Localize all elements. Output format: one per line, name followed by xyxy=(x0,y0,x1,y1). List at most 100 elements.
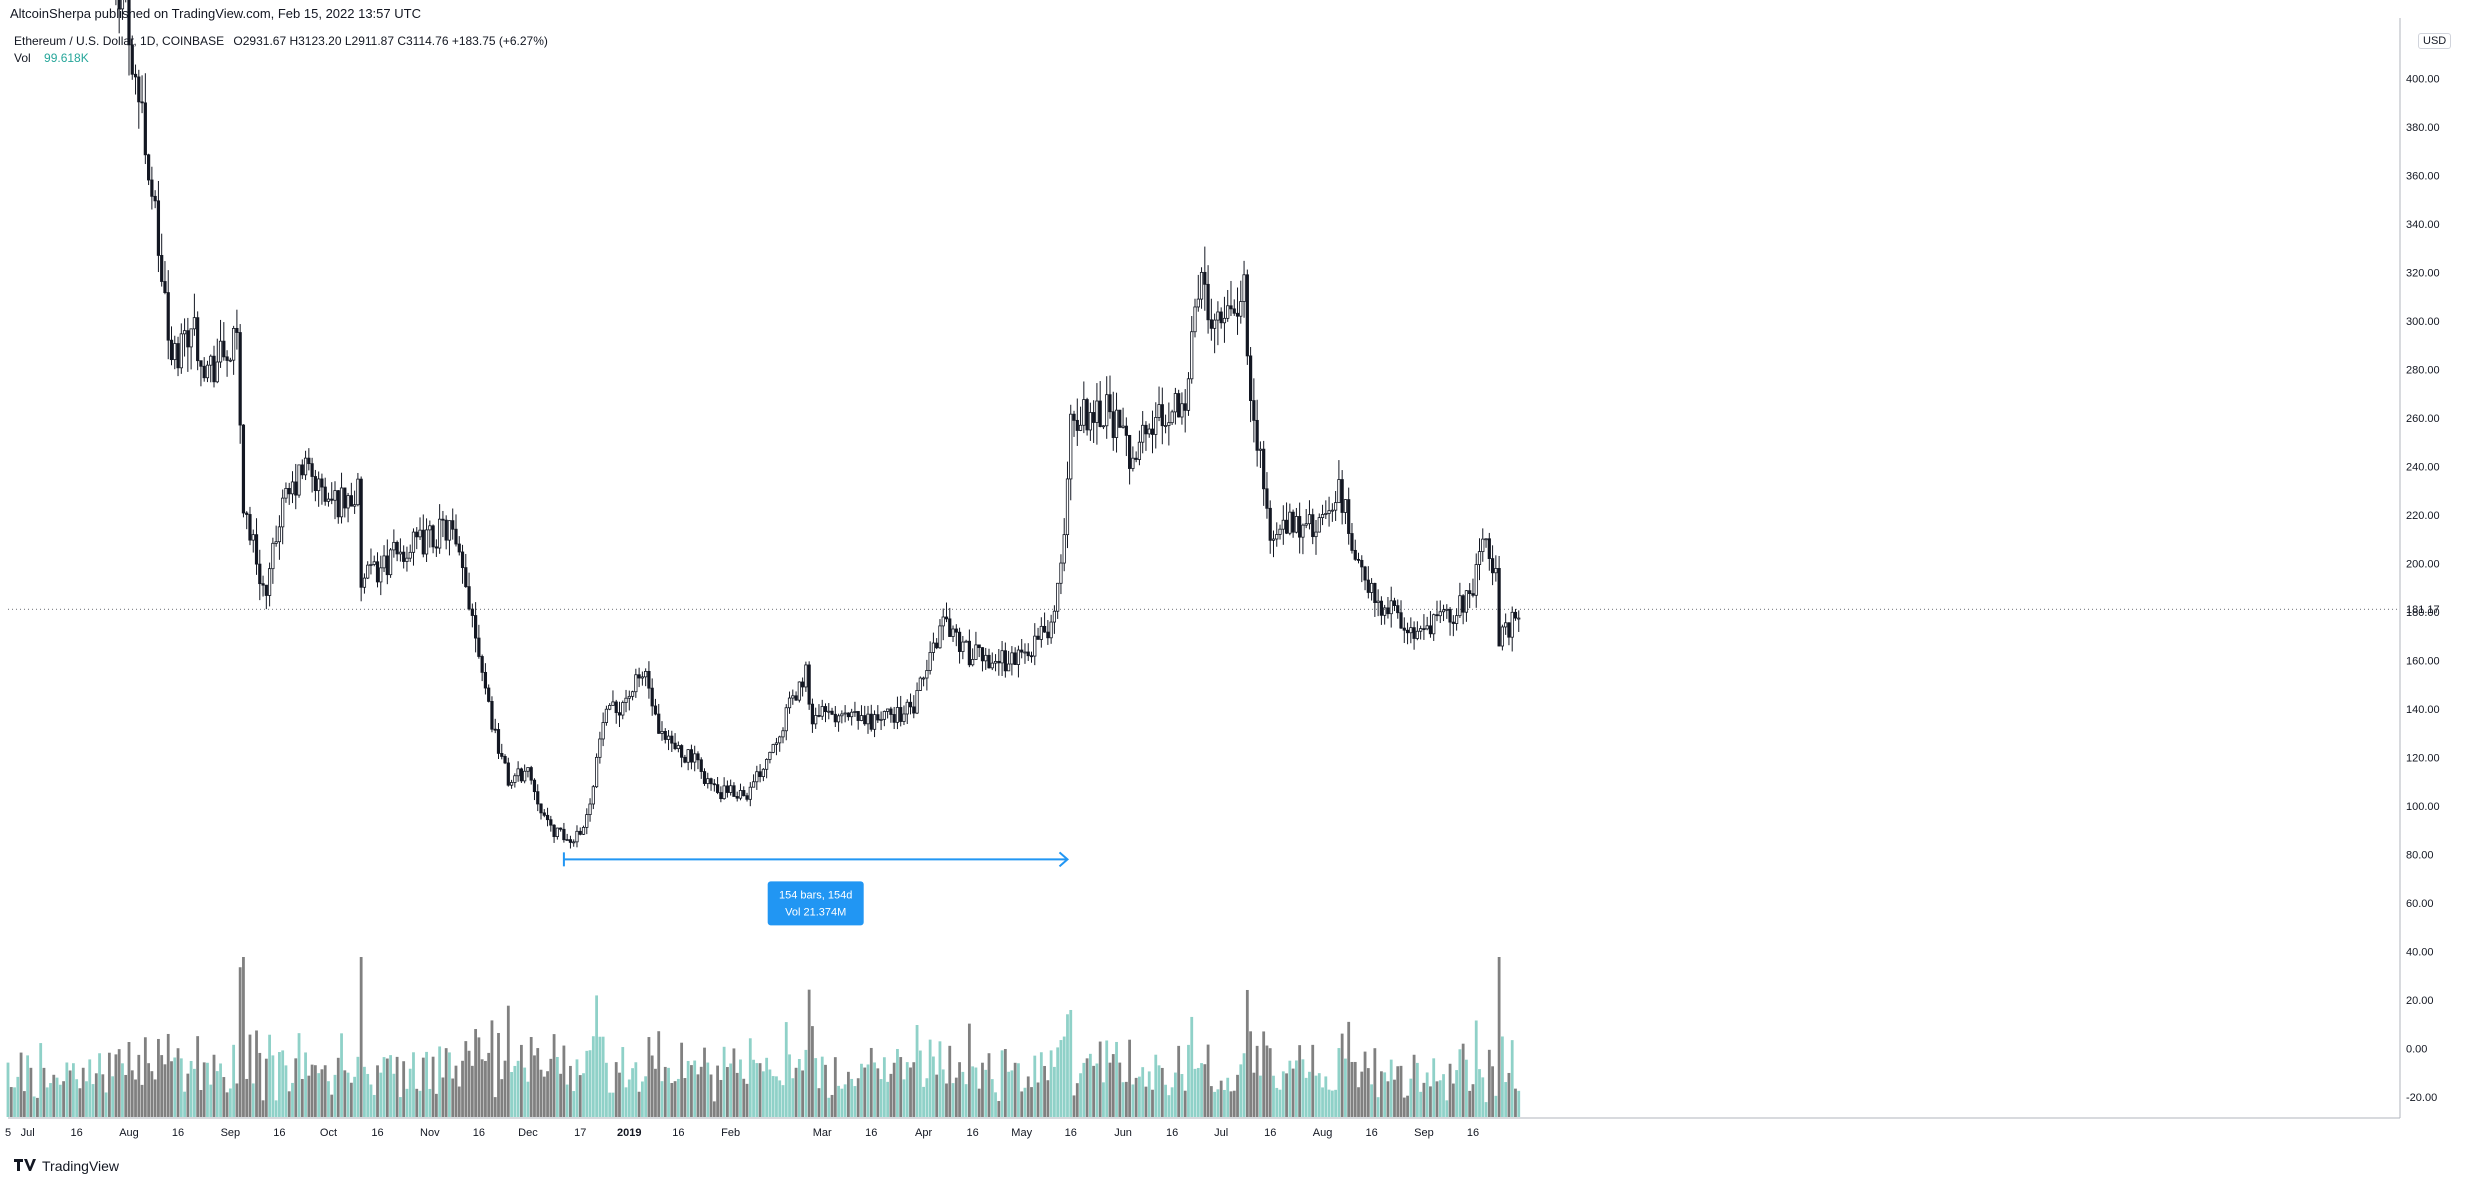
currency-badge[interactable]: USD xyxy=(2418,33,2452,49)
candle-body xyxy=(1000,650,1004,664)
candle-body xyxy=(1252,400,1256,421)
candle-body xyxy=(663,730,667,740)
volume-bar xyxy=(402,1061,406,1117)
volume-bar xyxy=(987,1053,991,1117)
volume-bar xyxy=(336,1057,340,1117)
candle-body xyxy=(1383,607,1387,616)
candle-body xyxy=(1337,479,1341,504)
volume-bar xyxy=(1003,1048,1007,1117)
candle-body xyxy=(1284,519,1289,534)
volume-bar xyxy=(506,1005,510,1117)
candle-body xyxy=(552,824,556,837)
volume-bar xyxy=(761,1071,765,1117)
candle-body xyxy=(1131,457,1135,469)
candle-body xyxy=(451,520,455,530)
volume-bar xyxy=(595,995,598,1117)
volume-bar xyxy=(552,1034,556,1117)
candle-body xyxy=(1082,399,1086,426)
volume-bar xyxy=(846,1071,850,1117)
volume-bar xyxy=(121,1063,124,1117)
volume-bar xyxy=(1285,1073,1288,1117)
candle-body xyxy=(1069,413,1073,480)
footer-brand[interactable]: TradingView xyxy=(14,1158,119,1174)
candle-body xyxy=(460,551,465,569)
volume-bar xyxy=(582,1073,585,1117)
volume-bar xyxy=(523,1067,527,1117)
volume-bar xyxy=(513,1065,517,1117)
candle-body xyxy=(899,707,903,722)
volume-label[interactable]: Vol xyxy=(14,51,31,65)
volume-bar xyxy=(889,1073,893,1117)
volume-bar xyxy=(1226,1077,1230,1117)
candle-body xyxy=(624,697,628,703)
volume-bar xyxy=(477,1037,481,1117)
volume-bar xyxy=(150,1071,154,1117)
volume-bar xyxy=(1141,1067,1145,1117)
volume-bar xyxy=(153,1079,157,1117)
candle-body xyxy=(588,803,592,815)
candle-body xyxy=(1392,600,1397,606)
candle-body xyxy=(1150,428,1155,435)
candle-body xyxy=(176,343,180,369)
volume-bar xyxy=(1033,1055,1037,1117)
volume-bar xyxy=(1304,1077,1308,1117)
candle-body xyxy=(644,670,648,678)
price-tick-label: 260.00 xyxy=(2406,413,2440,425)
volume-bar xyxy=(232,1044,236,1117)
time-tick-label: Dec xyxy=(518,1127,538,1139)
candle-body xyxy=(549,819,553,826)
candle-body xyxy=(1343,499,1348,513)
volume-bar xyxy=(1118,1062,1122,1117)
volume-bar xyxy=(268,1034,271,1117)
volume-bar xyxy=(75,1079,79,1117)
volume-bar xyxy=(814,1058,818,1117)
candle-body xyxy=(922,677,926,680)
symbol-title[interactable]: Ethereum / U.S. Dollar, 1D, COINBASE xyxy=(14,34,225,48)
volume-bar xyxy=(39,1043,43,1117)
volume-bar xyxy=(1115,1041,1118,1117)
candle-body xyxy=(1301,524,1305,538)
candle-body xyxy=(523,770,527,782)
candle-body xyxy=(1049,621,1053,639)
volume-bar xyxy=(1170,1087,1174,1117)
volume-bar xyxy=(654,1068,657,1117)
volume-bar xyxy=(497,1032,500,1117)
volume-bar xyxy=(1291,1068,1295,1117)
volume-bar xyxy=(1275,1087,1279,1117)
time-tick-label: Sep xyxy=(221,1127,241,1139)
volume-bar xyxy=(1121,1082,1125,1117)
candle-body xyxy=(147,154,151,181)
volume-bar xyxy=(114,1054,118,1117)
candle-body xyxy=(608,705,612,710)
volume-bar xyxy=(1173,1072,1177,1117)
candle-body xyxy=(395,541,399,555)
candle-body xyxy=(245,512,249,515)
price-tick-label: 0.00 xyxy=(2406,1044,2427,1056)
candle-body xyxy=(1405,629,1410,634)
volume-bar xyxy=(487,1052,491,1117)
measure-label-box xyxy=(767,881,864,926)
volume-bar xyxy=(1402,1097,1406,1117)
candle-body xyxy=(591,786,595,805)
volume-bar xyxy=(366,1073,370,1117)
candle-body xyxy=(572,841,576,844)
volume-bar xyxy=(242,957,245,1117)
volume-bar xyxy=(94,1073,98,1117)
volume-bar xyxy=(1092,1065,1096,1117)
volume-bar xyxy=(827,1097,831,1117)
candle-body xyxy=(343,487,347,509)
candles-group xyxy=(115,0,1521,849)
volume-bar xyxy=(958,1062,961,1117)
candle-body xyxy=(882,711,886,720)
time-tick-label: 16 xyxy=(1065,1127,1077,1139)
measure-arrow-icon[interactable] xyxy=(1058,851,1069,868)
candle-body xyxy=(1147,428,1151,435)
volume-bar xyxy=(428,1088,432,1117)
volume-bar xyxy=(1507,1072,1511,1117)
volume-bar xyxy=(189,1060,193,1117)
candle-body xyxy=(222,340,226,358)
candle-body xyxy=(421,529,425,555)
volume-bar xyxy=(1429,1086,1432,1117)
volume-bar xyxy=(490,1020,494,1117)
